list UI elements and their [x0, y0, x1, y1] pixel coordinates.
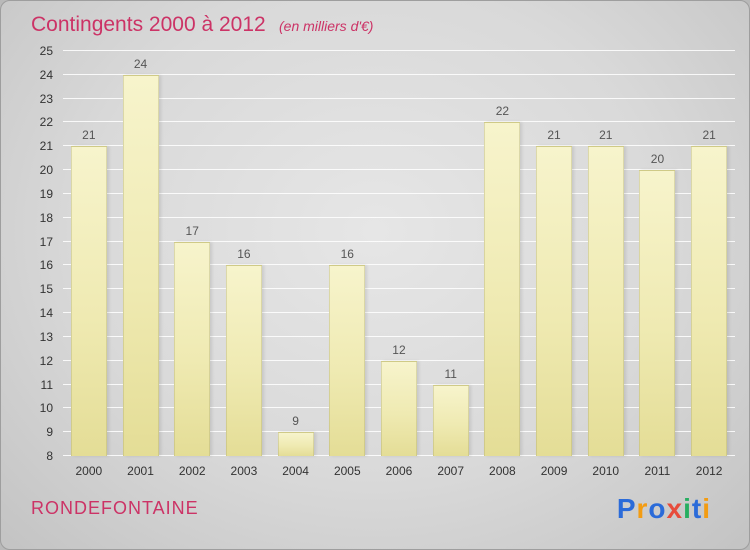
proxiti-logo: Proxiti [617, 493, 711, 525]
bar-value-label: 16 [340, 247, 354, 262]
x-tick-label: 2011 [644, 464, 671, 478]
y-tick-label: 23 [39, 91, 53, 106]
bar-value-label: 9 [292, 414, 299, 429]
y-tick-label: 18 [39, 210, 53, 225]
bar-value-label: 11 [444, 366, 457, 381]
x-tick-label: 2007 [437, 464, 465, 478]
y-tick-label: 15 [39, 282, 53, 297]
x-tick-label: 2005 [333, 464, 361, 478]
bar-value-label: 22 [495, 104, 510, 119]
x-tick-label: 2010 [592, 464, 620, 478]
y-tick-label: 17 [39, 234, 53, 249]
bar-value-label: 12 [392, 342, 406, 357]
gridline [63, 359, 735, 361]
bar-value-label: 24 [133, 56, 148, 71]
bar [484, 122, 521, 456]
gridline [63, 121, 735, 123]
y-tick-label: 14 [39, 306, 53, 321]
bar-slot: 12 2006 [373, 51, 425, 478]
bar-slot: 21 2010 [580, 51, 632, 478]
logo-letter: t [691, 493, 703, 524]
gridline [63, 216, 735, 218]
gridline [63, 145, 735, 147]
bar [587, 146, 624, 456]
bar [380, 360, 417, 456]
bar-slot: 21 2009 [528, 51, 580, 478]
y-tick-label: 10 [39, 401, 53, 416]
gridline [63, 192, 735, 194]
bar [691, 146, 728, 456]
bar-slot: 20 2011 [632, 51, 684, 478]
bar [639, 170, 676, 456]
x-tick-label: 2009 [540, 464, 568, 478]
chart-subtitle: (en milliers d'€) [279, 18, 374, 34]
bar-value-label: 21 [82, 128, 96, 143]
y-tick-label: 12 [39, 353, 53, 368]
y-axis: 8 9 10 11 12 13 14 15 16 17 18 19 20 21 22 23 24 25 [1, 44, 61, 463]
plot-area: 21 2000 24 2001 17 2002 16 2003 9 2004 16 2005 12 200… [63, 50, 735, 478]
y-tick-label: 9 [46, 425, 53, 440]
gridline [63, 312, 735, 314]
bar [225, 265, 262, 456]
gridline [63, 97, 735, 99]
bar-slot: 17 2002 [166, 51, 218, 478]
bar-slot: 16 2005 [321, 51, 373, 478]
bar [122, 74, 159, 456]
bar-value-label: 21 [702, 128, 716, 143]
y-tick-label: 24 [39, 67, 53, 82]
logo-letter: i [683, 493, 692, 524]
x-tick-label: 2012 [695, 464, 723, 478]
y-tick-label: 25 [39, 44, 53, 58]
logo-letter: P [616, 493, 637, 524]
chart-title: Contingents 2000 à 2012 [31, 13, 266, 36]
gridline [63, 264, 735, 266]
gridline [63, 50, 735, 51]
logo-letter: i [702, 493, 711, 524]
location-label: RONDEFONTAINE [31, 498, 199, 518]
gridline [63, 240, 735, 242]
x-tick-label: 2006 [385, 464, 413, 478]
bar-value-label: 17 [185, 223, 199, 238]
logo-letter: o [648, 493, 667, 524]
bar-value-label: 21 [599, 128, 613, 143]
y-tick-label: 8 [46, 449, 53, 463]
y-tick-label: 22 [39, 115, 53, 130]
bar [174, 241, 211, 456]
bar-slot: 24 2001 [115, 51, 167, 478]
bar-value-label: 21 [547, 128, 561, 143]
x-tick-label: 2002 [178, 464, 206, 478]
x-tick-label: 2000 [75, 464, 103, 478]
x-tick-label: 2001 [127, 464, 154, 478]
x-tick-label: 2004 [282, 464, 309, 478]
y-tick-label: 19 [39, 186, 53, 201]
y-tick-label: 13 [39, 329, 53, 344]
gridline [63, 73, 735, 75]
bar-slot: 9 2004 [270, 51, 322, 478]
y-tick-label: 11 [40, 377, 53, 392]
bar-slot: 21 2000 [63, 51, 115, 478]
bar [70, 146, 107, 456]
y-tick-label: 16 [39, 258, 53, 273]
bar-slot: 21 2012 [683, 51, 735, 478]
bar-slot: 16 2003 [218, 51, 270, 478]
logo-letter: r [636, 493, 649, 524]
bar [432, 384, 469, 456]
bar [277, 432, 314, 456]
bar-slot: 22 2008 [477, 51, 529, 478]
bar [536, 146, 573, 456]
y-tick-label: 21 [39, 139, 53, 154]
gridline [63, 288, 735, 290]
logo-letter: x [666, 493, 684, 524]
x-tick-label: 2008 [489, 464, 516, 478]
gridline [63, 335, 735, 337]
bar-slot: 11 2007 [425, 51, 477, 478]
x-tick-label: 2003 [230, 464, 258, 478]
bar [329, 265, 366, 456]
y-tick-label: 20 [39, 163, 53, 178]
bar-value-label: 20 [650, 152, 665, 167]
gridline [63, 169, 735, 171]
bar-value-label: 16 [237, 247, 251, 262]
